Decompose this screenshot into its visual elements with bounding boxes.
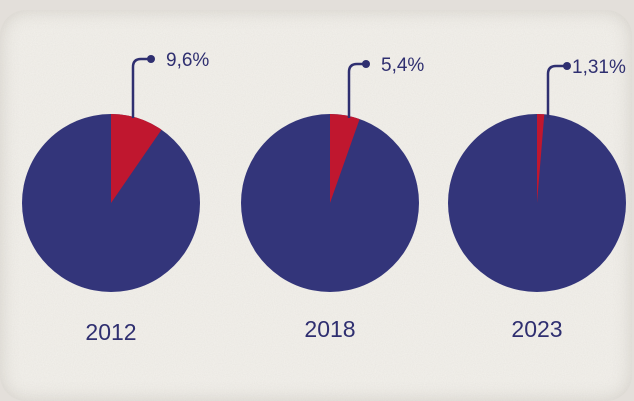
pie-slice-highlight xyxy=(537,114,545,203)
leader-dot xyxy=(147,55,155,63)
leader-dot xyxy=(563,62,571,70)
leader-line xyxy=(546,64,567,118)
pie-chart-2012: 9,6% 2012 xyxy=(22,50,209,345)
leader-line xyxy=(131,57,151,118)
value-label: 5,4% xyxy=(381,55,424,76)
leader-dot xyxy=(362,60,370,68)
value-label: 1,31% xyxy=(572,57,626,78)
pie-chart-2023: 1,31% 2023 xyxy=(448,57,626,342)
pie-slice-highlight xyxy=(330,114,360,203)
pie-slice-highlight xyxy=(111,114,162,203)
year-label: 2023 xyxy=(511,316,562,342)
pie-chart-2018: 5,4% 2018 xyxy=(241,55,424,342)
value-label: 9,6% xyxy=(166,50,209,71)
year-label: 2018 xyxy=(304,316,355,342)
year-label: 2012 xyxy=(85,319,136,345)
leader-line xyxy=(347,62,366,118)
